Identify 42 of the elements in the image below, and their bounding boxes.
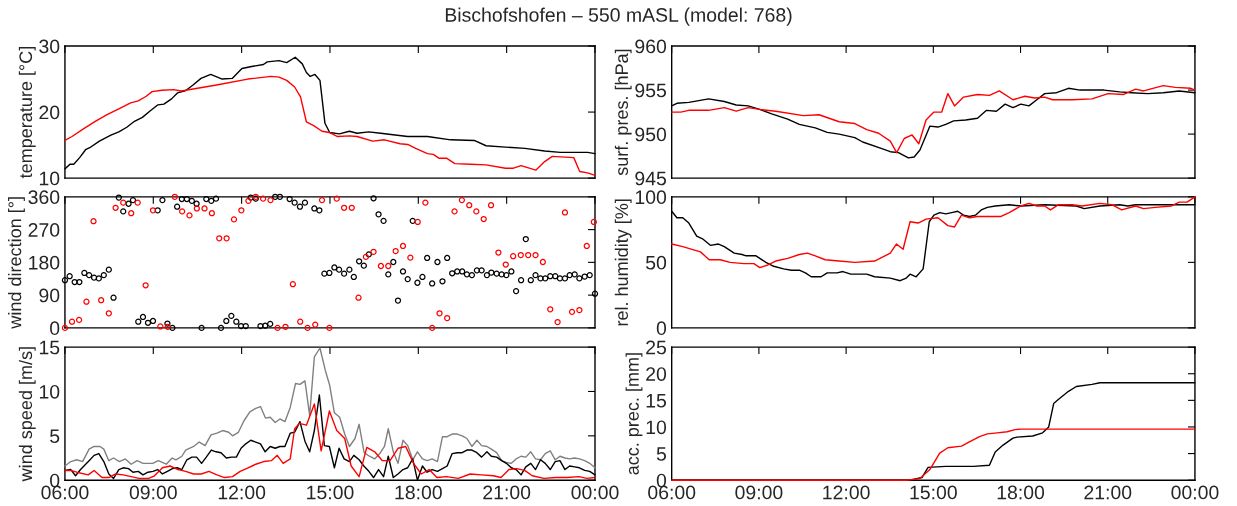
x-tick-label: 15:00 [307, 485, 354, 500]
y-axis-title: wind speed [m/s] [18, 347, 36, 482]
x-tick-label: 00:00 [571, 485, 619, 500]
x-tick-label: 09:00 [129, 485, 177, 500]
y-axis-title: surf. pres. [hPa] [614, 49, 632, 176]
x-tick-label: 18:00 [997, 485, 1045, 500]
y-tick-label: 10 [646, 420, 667, 435]
y-tick-label: 0 [656, 321, 667, 336]
y-axis-title: wind direction [°] [8, 197, 25, 329]
y-tick-label: 5 [50, 429, 60, 444]
y-tick-label: 15 [39, 340, 60, 355]
x-tick-label: 15:00 [910, 485, 957, 500]
x-tick-label: 00:00 [1171, 485, 1219, 500]
y-tick-label: 20 [39, 105, 60, 120]
y-tick-label: 945 [635, 171, 667, 186]
y-tick-label: 100 [635, 190, 667, 205]
y-tick-label: 360 [28, 190, 60, 205]
y-tick-label: 10 [39, 384, 60, 399]
x-tick-label: 12:00 [823, 485, 870, 500]
y-tick-label: 180 [29, 255, 60, 270]
x-tick-label: 21:00 [1084, 485, 1132, 500]
y-axis-title: temperature [°C] [18, 47, 36, 179]
y-tick-label: 15 [646, 394, 667, 408]
x-tick-label: 21:00 [483, 485, 531, 500]
y-axis-title: rel. humidity [%] [614, 199, 632, 326]
y-tick-label: 955 [635, 83, 667, 98]
y-tick-label: 0 [50, 321, 60, 336]
y-tick-label: 20 [646, 367, 667, 381]
y-tick-label: 5 [656, 447, 667, 461]
x-tick-label: 12:00 [218, 485, 266, 500]
x-tick-label: 18:00 [395, 485, 442, 500]
y-tick-label: 50 [645, 255, 667, 270]
y-tick-label: 25 [646, 340, 667, 355]
y-tick-label: 10 [39, 171, 60, 186]
chart-title: Bischofshofen – 550 mASL (model: 768) [445, 7, 792, 26]
y-axis-title: acc. prec. [mm] [625, 353, 643, 475]
x-tick-label: 09:00 [735, 485, 783, 500]
y-tick-label: 270 [28, 223, 60, 237]
y-tick-label: 960 [635, 39, 667, 54]
y-tick-label: 30 [39, 39, 60, 54]
y-tick-label: 90 [39, 288, 60, 303]
y-tick-label: 950 [635, 127, 667, 142]
